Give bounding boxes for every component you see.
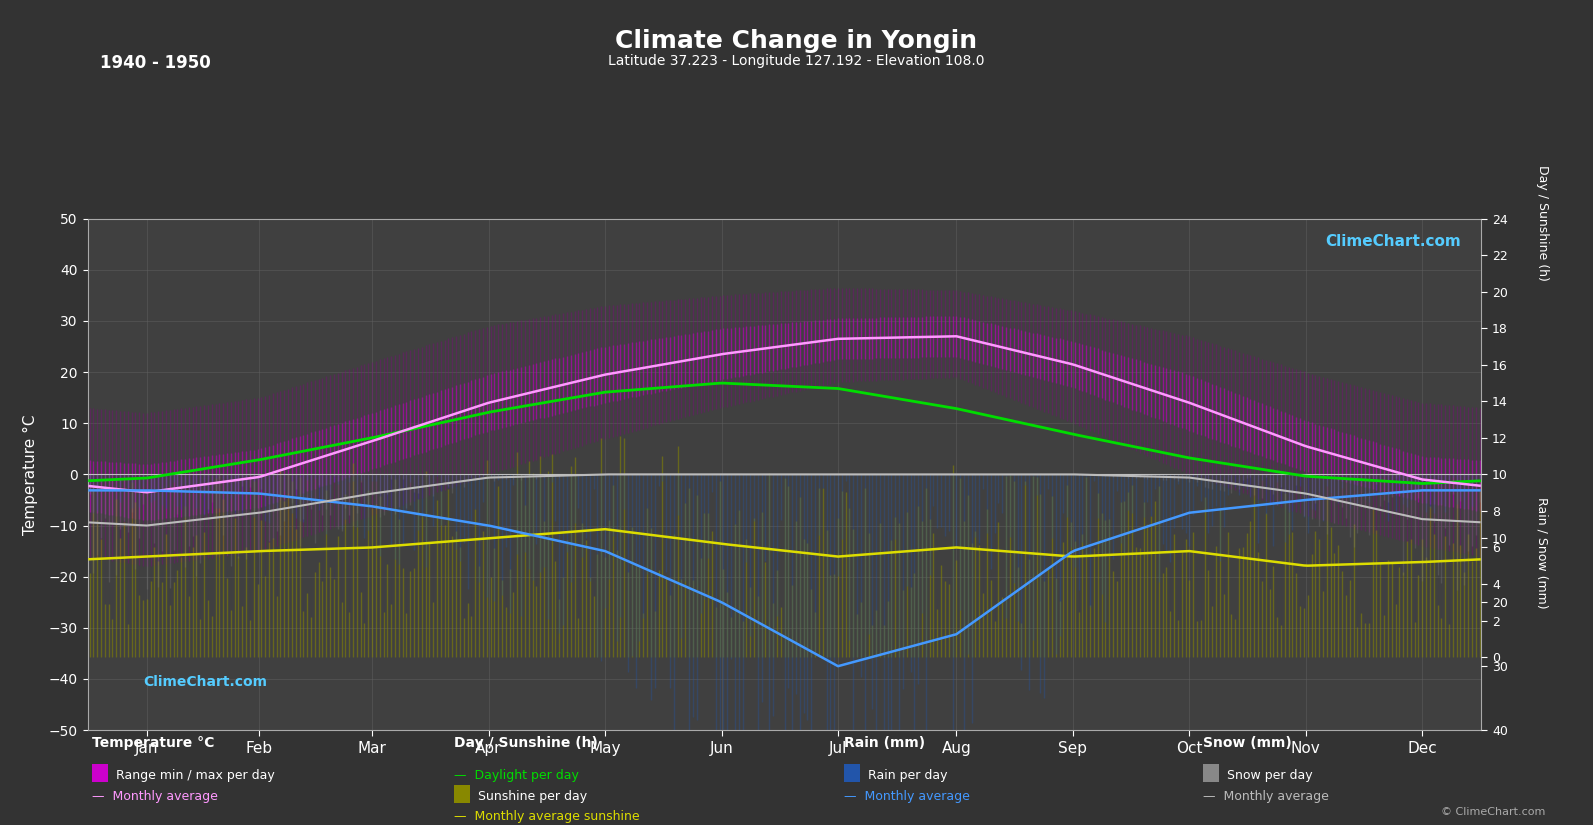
Text: Rain per day: Rain per day xyxy=(868,769,948,782)
Text: Latitude 37.223 - Longitude 127.192 - Elevation 108.0: Latitude 37.223 - Longitude 127.192 - El… xyxy=(609,54,984,68)
Text: Day / Sunshine (h): Day / Sunshine (h) xyxy=(1536,165,1548,280)
Text: —  Monthly average: — Monthly average xyxy=(1203,790,1329,803)
Text: —  Daylight per day: — Daylight per day xyxy=(454,769,578,782)
Text: 1940 - 1950: 1940 - 1950 xyxy=(100,54,212,72)
Text: Snow (mm): Snow (mm) xyxy=(1203,736,1292,750)
Text: ClimeChart.com: ClimeChart.com xyxy=(1325,234,1461,249)
Text: Rain (mm): Rain (mm) xyxy=(844,736,926,750)
Text: Range min / max per day: Range min / max per day xyxy=(116,769,276,782)
Text: —  Monthly average: — Monthly average xyxy=(92,790,218,803)
Text: ClimeChart.com: ClimeChart.com xyxy=(143,675,268,689)
Text: © ClimeChart.com: © ClimeChart.com xyxy=(1440,807,1545,817)
Text: —  Monthly average: — Monthly average xyxy=(844,790,970,803)
Y-axis label: Temperature °C: Temperature °C xyxy=(22,414,38,535)
Text: Day / Sunshine (h): Day / Sunshine (h) xyxy=(454,736,597,750)
Text: —  Monthly average sunshine: — Monthly average sunshine xyxy=(454,810,640,823)
Text: Snow per day: Snow per day xyxy=(1227,769,1313,782)
Text: Sunshine per day: Sunshine per day xyxy=(478,790,588,803)
Text: Temperature °C: Temperature °C xyxy=(92,736,215,750)
Text: Climate Change in Yongin: Climate Change in Yongin xyxy=(615,29,978,53)
Text: Rain / Snow (mm): Rain / Snow (mm) xyxy=(1536,497,1548,609)
